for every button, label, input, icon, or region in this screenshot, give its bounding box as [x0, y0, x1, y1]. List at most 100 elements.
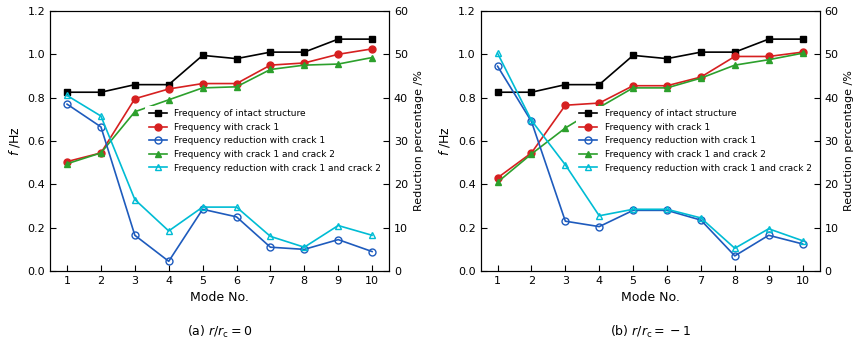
- Frequency reduction with crack 1 and crack 2: [729, 246, 740, 250]
- Frequency reduction with crack 1: [662, 208, 672, 213]
- Frequency with crack 1: [492, 176, 503, 180]
- Line: Frequency reduction with crack 1: Frequency reduction with crack 1: [64, 101, 375, 265]
- Frequency with crack 1 and crack 2: [594, 105, 604, 110]
- Line: Frequency reduction with crack 1: Frequency reduction with crack 1: [494, 63, 806, 259]
- Frequency reduction with crack 1: [130, 233, 140, 237]
- Line: Frequency reduction with crack 1 and crack 2: Frequency reduction with crack 1 and cra…: [64, 92, 375, 251]
- Frequency reduction with crack 1 and crack 2: [526, 118, 536, 122]
- Frequency reduction with crack 1: [797, 242, 808, 246]
- Frequency of intact structure: [232, 57, 242, 61]
- Frequency of intact structure: [62, 90, 72, 94]
- Frequency reduction with crack 1 and crack 2: [594, 214, 604, 218]
- Frequency with crack 1: [333, 52, 344, 57]
- Frequency reduction with crack 1 and crack 2: [333, 223, 344, 228]
- Line: Frequency with crack 1 and crack 2: Frequency with crack 1 and crack 2: [64, 54, 375, 167]
- Frequency of intact structure: [130, 83, 140, 87]
- Frequency with crack 1 and crack 2: [232, 85, 242, 89]
- Frequency of intact structure: [333, 37, 344, 41]
- Title: (a) $r/r_{\mathrm{c}} = 0$: (a) $r/r_{\mathrm{c}} = 0$: [187, 324, 252, 340]
- Line: Frequency with crack 1: Frequency with crack 1: [64, 45, 375, 165]
- Frequency with crack 1 and crack 2: [367, 55, 377, 60]
- Frequency of intact structure: [164, 83, 174, 87]
- Frequency with crack 1: [526, 151, 536, 155]
- Frequency reduction with crack 1: [729, 254, 740, 258]
- Frequency with crack 1 and crack 2: [197, 86, 208, 90]
- Frequency with crack 1 and crack 2: [696, 76, 706, 80]
- Frequency with crack 1 and crack 2: [299, 63, 309, 67]
- Frequency reduction with crack 1 and crack 2: [764, 227, 774, 231]
- Frequency reduction with crack 1 and crack 2: [367, 233, 377, 237]
- Frequency reduction with crack 1: [62, 102, 72, 106]
- Frequency with crack 1 and crack 2: [130, 110, 140, 114]
- Frequency with crack 1 and crack 2: [764, 58, 774, 62]
- Frequency of intact structure: [797, 37, 808, 41]
- Frequency with crack 1 and crack 2: [628, 86, 638, 90]
- Frequency reduction with crack 1: [367, 250, 377, 254]
- Frequency with crack 1 and crack 2: [62, 162, 72, 166]
- Frequency with crack 1: [62, 159, 72, 164]
- Frequency with crack 1: [628, 84, 638, 88]
- Frequency reduction with crack 1 and crack 2: [492, 51, 503, 55]
- Frequency of intact structure: [367, 37, 377, 41]
- Line: Frequency reduction with crack 1 and crack 2: Frequency reduction with crack 1 and cra…: [494, 50, 806, 252]
- Frequency reduction with crack 1: [594, 224, 604, 229]
- Frequency reduction with crack 1: [197, 207, 208, 211]
- Frequency reduction with crack 1: [628, 208, 638, 213]
- Frequency reduction with crack 1 and crack 2: [662, 207, 672, 211]
- Y-axis label: $f$ /Hz: $f$ /Hz: [7, 126, 22, 156]
- Frequency with crack 1 and crack 2: [729, 63, 740, 67]
- Frequency of intact structure: [594, 83, 604, 87]
- Frequency reduction with crack 1: [492, 64, 503, 68]
- Frequency with crack 1 and crack 2: [164, 98, 174, 102]
- Frequency with crack 1: [764, 54, 774, 59]
- Line: Frequency of intact structure: Frequency of intact structure: [494, 36, 806, 96]
- Frequency reduction with crack 1: [232, 215, 242, 219]
- Frequency of intact structure: [265, 50, 276, 54]
- Frequency of intact structure: [197, 53, 208, 58]
- Frequency with crack 1: [130, 97, 140, 101]
- Frequency with crack 1: [696, 75, 706, 79]
- Frequency reduction with crack 1: [333, 238, 344, 242]
- Frequency reduction with crack 1: [96, 125, 106, 129]
- Frequency with crack 1: [197, 81, 208, 86]
- Frequency with crack 1: [594, 101, 604, 105]
- Frequency with crack 1: [662, 84, 672, 88]
- Frequency of intact structure: [492, 90, 503, 94]
- Frequency with crack 1: [367, 47, 377, 51]
- Line: Frequency with crack 1: Frequency with crack 1: [494, 49, 806, 181]
- Frequency reduction with crack 1 and crack 2: [628, 207, 638, 211]
- Frequency reduction with crack 1 and crack 2: [62, 94, 72, 98]
- X-axis label: Mode No.: Mode No.: [621, 291, 679, 304]
- Frequency reduction with crack 1: [265, 245, 276, 249]
- Frequency with crack 1: [96, 151, 106, 155]
- Title: (b) $r/r_{\mathrm{c}} = - 1$: (b) $r/r_{\mathrm{c}} = - 1$: [610, 324, 691, 340]
- Frequency of intact structure: [628, 53, 638, 58]
- Y-axis label: $f$ /Hz: $f$ /Hz: [437, 126, 452, 156]
- Frequency reduction with crack 1 and crack 2: [265, 234, 276, 238]
- Frequency of intact structure: [299, 50, 309, 54]
- Frequency reduction with crack 1 and crack 2: [299, 245, 309, 249]
- Frequency of intact structure: [561, 83, 571, 87]
- Frequency with crack 1 and crack 2: [265, 67, 276, 72]
- Frequency of intact structure: [696, 50, 706, 54]
- Frequency with crack 1: [797, 50, 808, 54]
- Frequency reduction with crack 1: [764, 233, 774, 237]
- Line: Frequency with crack 1 and crack 2: Frequency with crack 1 and crack 2: [494, 50, 806, 186]
- Frequency with crack 1 and crack 2: [797, 51, 808, 55]
- Frequency reduction with crack 1 and crack 2: [96, 114, 106, 118]
- Frequency reduction with crack 1 and crack 2: [797, 239, 808, 243]
- Frequency of intact structure: [526, 90, 536, 94]
- Frequency of intact structure: [662, 57, 672, 61]
- Frequency with crack 1 and crack 2: [333, 62, 344, 66]
- Frequency with crack 1 and crack 2: [526, 152, 536, 156]
- Y-axis label: Reduction percentage /%: Reduction percentage /%: [413, 70, 424, 211]
- Legend: Frequency of intact structure, Frequency with crack 1, Frequency reduction with : Frequency of intact structure, Frequency…: [576, 106, 815, 176]
- Frequency reduction with crack 1 and crack 2: [561, 163, 571, 167]
- Frequency with crack 1: [299, 61, 309, 65]
- Frequency of intact structure: [96, 90, 106, 94]
- Frequency with crack 1: [164, 87, 174, 91]
- Frequency reduction with crack 1 and crack 2: [232, 205, 242, 209]
- Frequency reduction with crack 1: [299, 247, 309, 252]
- Frequency reduction with crack 1: [526, 119, 536, 124]
- Frequency of intact structure: [764, 37, 774, 41]
